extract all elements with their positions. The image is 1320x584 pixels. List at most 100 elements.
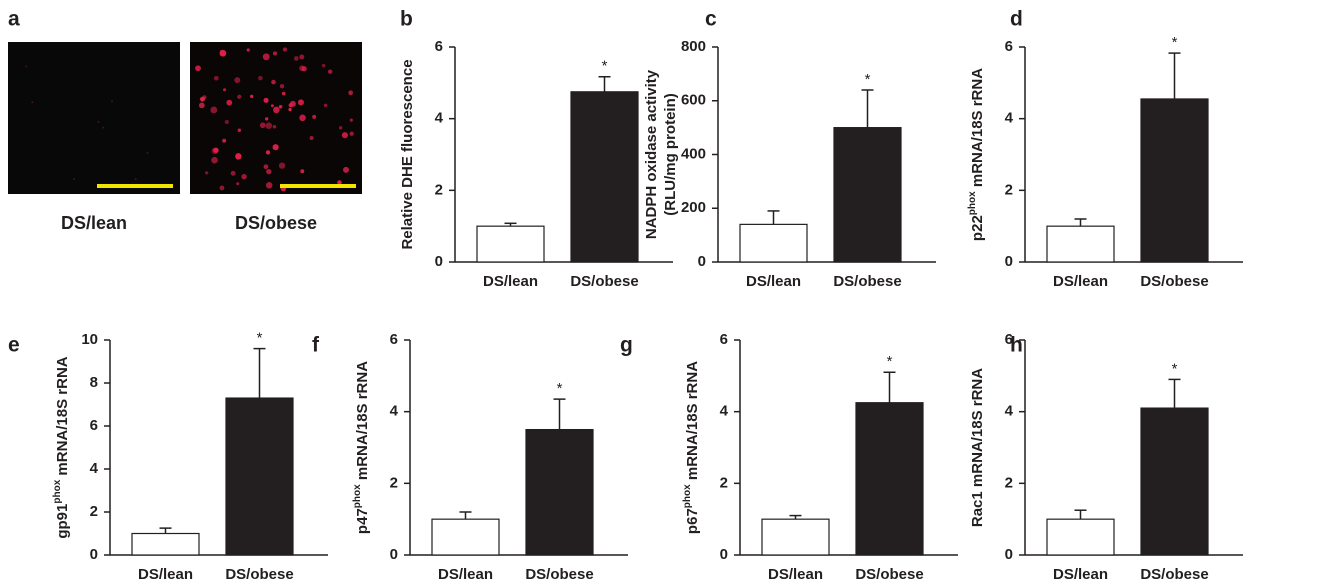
y-tick-label: 2	[435, 181, 443, 198]
dot	[348, 90, 353, 95]
bar	[856, 403, 923, 555]
dot	[312, 115, 316, 119]
y-axis-label: Rac1 mRNA/18S rRNA	[969, 368, 986, 527]
dot	[220, 186, 225, 191]
dot	[299, 65, 305, 71]
dot	[111, 100, 113, 102]
dot	[260, 122, 266, 128]
y-axis-label-part: p47	[354, 508, 371, 534]
dot	[241, 174, 246, 179]
y-axis-label: gp91phox mRNA/18S rRNA	[52, 356, 71, 538]
y-tick-label: 0	[390, 546, 398, 563]
dot	[258, 76, 263, 81]
panel-label: c	[705, 8, 717, 31]
dot	[266, 122, 273, 129]
bar	[571, 92, 638, 262]
bar	[432, 519, 499, 555]
dot	[31, 101, 33, 103]
panel-label: a	[8, 8, 20, 31]
y-axis-label-part: p22	[969, 215, 986, 241]
dot	[271, 104, 274, 107]
y-tick-label: 2	[1005, 181, 1013, 198]
bar	[834, 128, 901, 262]
panel-label: g	[620, 334, 633, 357]
x-tick-label: DS/obese	[570, 273, 638, 290]
y-tick-label: 0	[1005, 253, 1013, 270]
y-tick-label: 4	[90, 460, 99, 477]
y-tick-label: 4	[1005, 110, 1014, 127]
y-tick-label: 0	[435, 253, 443, 270]
y-tick-label: 0	[90, 546, 98, 563]
panel-label: f	[312, 334, 320, 357]
x-tick-label: DS/obese	[225, 566, 293, 583]
significance-mark: *	[602, 58, 608, 75]
micrograph	[8, 42, 180, 194]
dot	[213, 148, 218, 153]
dot	[214, 76, 219, 81]
bar	[526, 430, 593, 555]
y-tick-label: 6	[1005, 331, 1013, 348]
x-tick-label: DS/lean	[1053, 273, 1108, 290]
y-tick-label: 4	[1005, 403, 1014, 420]
bar	[1141, 99, 1208, 262]
y-axis-label-part: NADPH oxidase activity	[643, 69, 660, 239]
dot	[266, 150, 270, 154]
y-tick-label: 4	[435, 110, 444, 127]
image-caption: DS/lean	[61, 213, 127, 233]
y-axis-label: p22phox mRNA/18S rRNA	[967, 68, 986, 241]
x-tick-label: DS/lean	[768, 566, 823, 583]
dot	[350, 119, 353, 122]
dot	[225, 120, 229, 124]
dot	[322, 64, 326, 68]
dot	[237, 95, 241, 99]
y-axis-label-part: mRNA/18S rRNA	[354, 361, 371, 485]
dot	[266, 182, 273, 189]
y-tick-label: 0	[1005, 546, 1013, 563]
dot	[226, 100, 232, 106]
y-axis-label: p47phox mRNA/18S rRNA	[352, 361, 371, 534]
y-axis-label: (RLU/mg protein)	[662, 93, 679, 215]
panel-label: b	[400, 8, 413, 31]
y-tick-label: 200	[681, 199, 706, 216]
y-axis-label: NADPH oxidase activity	[643, 69, 660, 239]
y-tick-label: 6	[435, 38, 443, 55]
y-tick-label: 2	[390, 474, 398, 491]
dot	[300, 169, 304, 173]
dot	[266, 169, 271, 174]
dot	[73, 178, 75, 180]
y-tick-label: 6	[90, 417, 98, 434]
x-tick-label: DS/lean	[1053, 566, 1108, 583]
panel-label: d	[1010, 8, 1023, 31]
dot	[264, 164, 269, 169]
dot	[234, 77, 240, 83]
bar	[1047, 226, 1114, 262]
image-caption: DS/obese	[235, 213, 317, 233]
figure: a DS/lean DS/obese b0246Relative DHE flu…	[0, 0, 1320, 584]
y-tick-label: 4	[390, 403, 399, 420]
dot	[235, 153, 241, 159]
dot	[146, 152, 148, 154]
y-axis-label-part: phox	[52, 479, 63, 503]
bar	[1141, 408, 1208, 555]
dot	[350, 132, 354, 136]
dot	[200, 97, 205, 102]
dot	[25, 65, 27, 67]
dot	[195, 65, 201, 71]
dot	[271, 80, 276, 85]
y-axis-label-part: p67	[684, 508, 701, 534]
dot	[210, 107, 217, 114]
x-tick-label: DS/obese	[1140, 566, 1208, 583]
dot	[342, 132, 348, 138]
dot	[97, 121, 99, 123]
y-tick-label: 2	[720, 474, 728, 491]
x-tick-label: DS/obese	[1140, 273, 1208, 290]
dot	[324, 104, 327, 107]
significance-mark: *	[257, 330, 263, 347]
y-axis-label-part: mRNA/18S rRNA	[54, 356, 71, 480]
x-tick-label: DS/obese	[525, 566, 593, 583]
bar	[226, 398, 293, 555]
dot	[294, 56, 299, 61]
dot	[273, 125, 276, 128]
y-tick-label: 4	[720, 403, 729, 420]
y-tick-label: 400	[681, 145, 706, 162]
